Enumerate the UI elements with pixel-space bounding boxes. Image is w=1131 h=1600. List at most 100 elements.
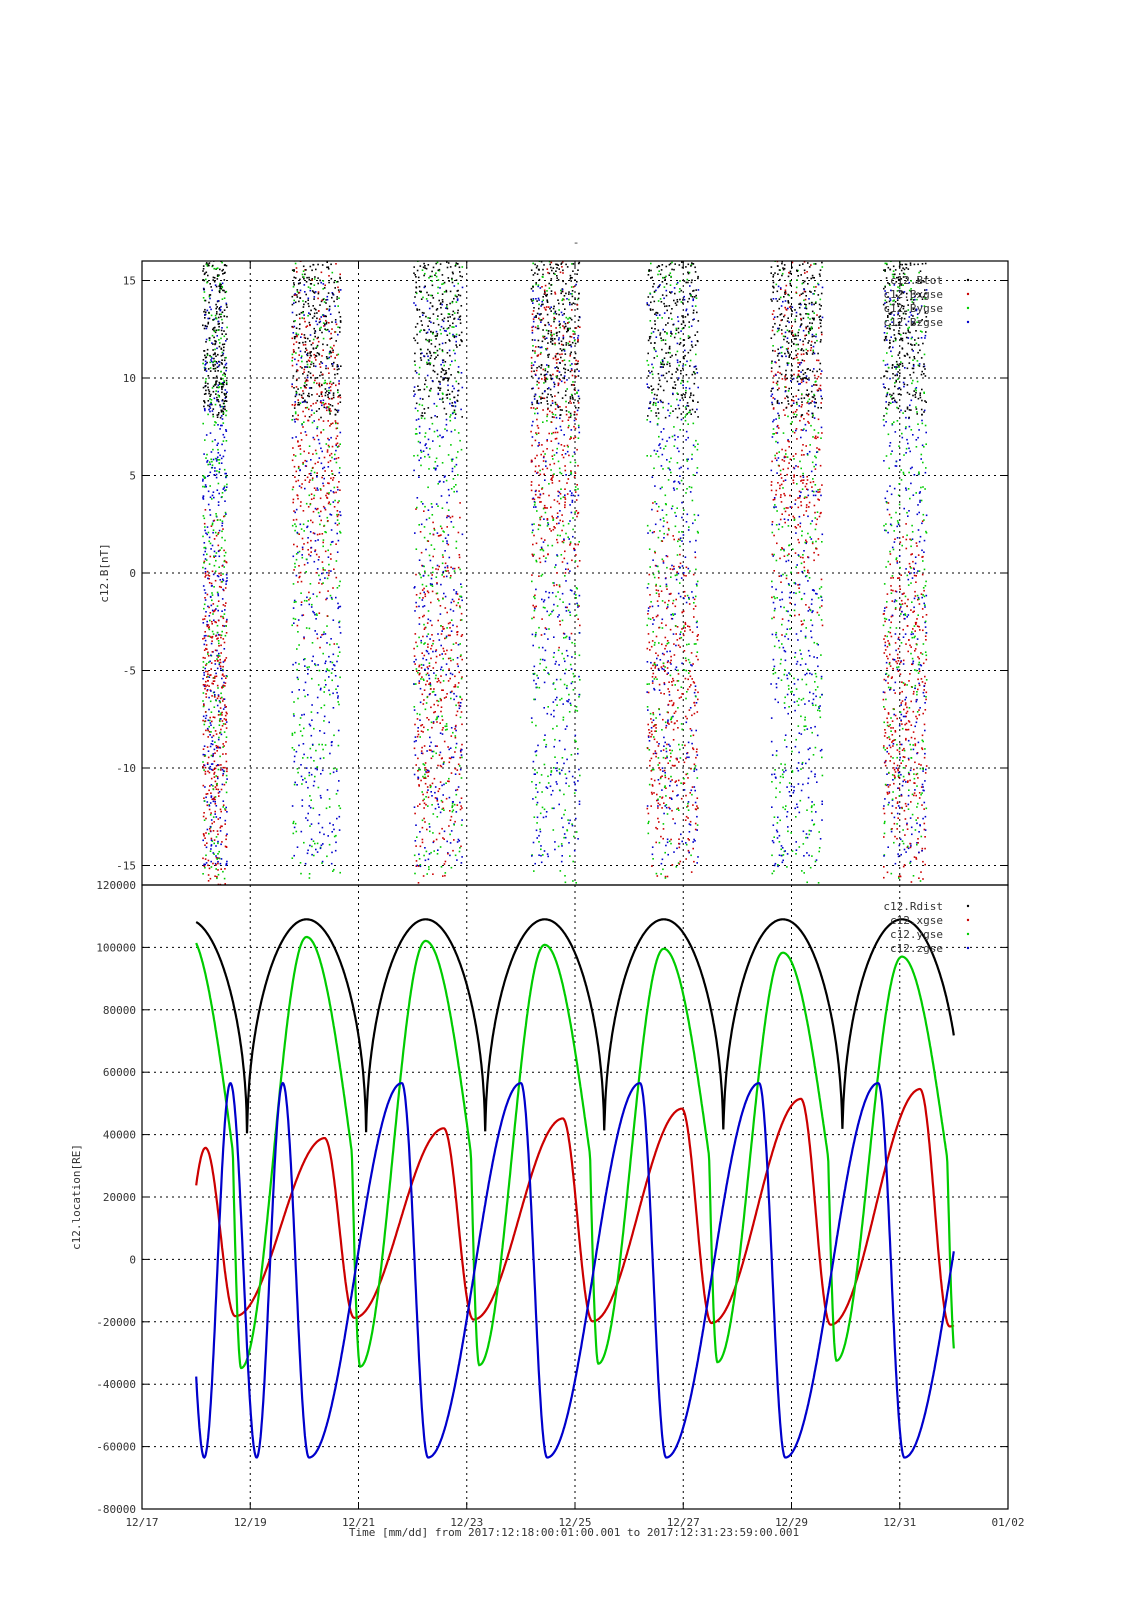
field-point: [218, 555, 221, 558]
field-point: [299, 523, 302, 526]
field-point: [339, 276, 341, 279]
field-point: [563, 683, 566, 686]
field-point: [417, 776, 419, 779]
field-point: [441, 689, 443, 691]
field-point: [430, 503, 433, 505]
field-point: [565, 400, 567, 403]
field-point: [306, 325, 309, 327]
field-point: [293, 243, 295, 245]
field-point: [336, 524, 339, 526]
field-point: [218, 655, 221, 657]
field-point: [301, 897, 303, 899]
field-point: [220, 810, 222, 813]
field-point: [456, 312, 459, 314]
field-point: [207, 898, 209, 900]
field-point: [324, 531, 326, 533]
field-point: [417, 727, 419, 729]
field-point: [212, 633, 215, 635]
field-point: [314, 462, 317, 465]
field-point: [315, 613, 318, 615]
field-point: [304, 459, 306, 462]
field-point: [297, 465, 300, 468]
field-point: [418, 403, 421, 406]
field-point: [424, 267, 426, 269]
field-point: [418, 366, 421, 369]
field-point: [461, 634, 464, 636]
field-point: [204, 299, 207, 302]
field-point: [576, 298, 579, 301]
field-point: [299, 717, 302, 719]
field-point: [553, 709, 555, 712]
field-point: [311, 278, 313, 280]
field-point: [220, 285, 222, 288]
field-point: [202, 553, 205, 556]
field-point: [548, 432, 550, 435]
field-point: [567, 330, 569, 332]
field-point: [307, 235, 309, 237]
field-point: [322, 349, 324, 351]
field-point: [304, 386, 306, 389]
field-point: [546, 388, 549, 390]
field-point: [323, 236, 325, 238]
field-point: [431, 305, 434, 308]
field-point: [332, 692, 334, 695]
field-point: [330, 541, 333, 543]
field-point: [206, 828, 209, 831]
field-point: [210, 596, 212, 598]
field-point: [221, 363, 223, 365]
field-point: [413, 455, 415, 457]
field-point: [299, 402, 302, 404]
field-point: [202, 666, 205, 669]
field-point: [326, 668, 328, 670]
field-point: [441, 301, 444, 303]
field-point: [224, 868, 226, 870]
field-point: [214, 730, 217, 732]
field-point: [447, 509, 450, 511]
field-point: [447, 316, 449, 319]
field-point: [206, 746, 209, 748]
field-point: [217, 238, 219, 240]
field-point: [217, 482, 220, 485]
field-point: [220, 316, 222, 318]
field-point: [222, 251, 224, 253]
field-point: [217, 575, 220, 578]
field-point: [333, 458, 336, 460]
field-point: [217, 818, 220, 820]
field-point: [574, 489, 577, 491]
field-point: [218, 468, 221, 470]
field-point: [325, 367, 327, 370]
field-point: [460, 824, 463, 826]
field-point: [446, 304, 448, 306]
field-point: [546, 507, 548, 509]
field-point: [311, 317, 314, 319]
field-point: [309, 724, 312, 727]
field-point: [212, 231, 214, 233]
field-point: [217, 459, 219, 461]
field-point: [551, 411, 553, 414]
field-point: [331, 292, 334, 294]
field-point: [554, 291, 556, 294]
field-point: [307, 299, 309, 301]
field-point: [424, 642, 426, 644]
field-point: [535, 283, 537, 286]
field-point: [558, 739, 561, 742]
field-point: [312, 593, 315, 595]
field-point: [431, 644, 433, 647]
field-point: [295, 518, 298, 521]
field-point: [204, 526, 206, 528]
field-point: [418, 605, 420, 608]
field-point: [293, 599, 296, 602]
field-point: [555, 660, 557, 663]
field-point: [426, 339, 429, 342]
field-point: [292, 713, 295, 715]
field-point: [542, 606, 545, 609]
field-point: [209, 734, 211, 736]
field-point: [213, 474, 215, 476]
field-point: [443, 809, 445, 811]
field-point: [543, 289, 546, 292]
field-point: [558, 313, 560, 316]
field-point: [308, 278, 311, 281]
field-point: [315, 489, 317, 491]
field-point: [205, 232, 207, 234]
field-point: [226, 778, 228, 780]
